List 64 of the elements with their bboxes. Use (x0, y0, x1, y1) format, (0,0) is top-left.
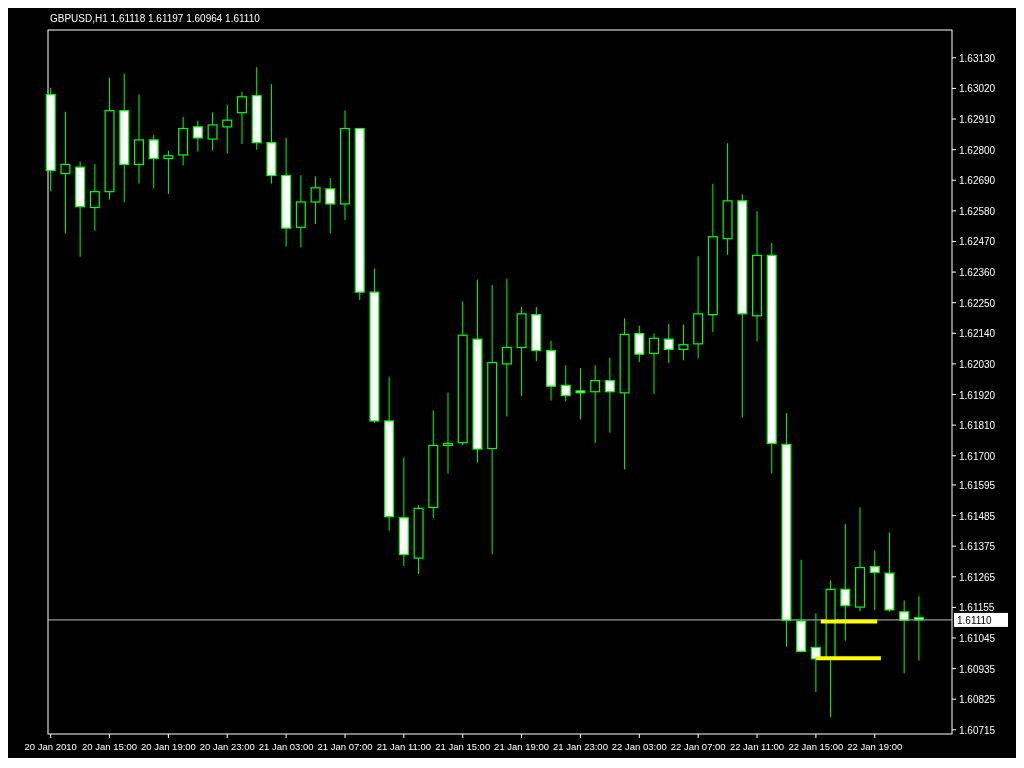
candlestick (560, 364, 571, 402)
y-tick-label: 1.61265 (959, 571, 996, 583)
y-tick-label: 1.63020 (959, 83, 996, 95)
y-tick-label: 1.61595 (959, 479, 996, 491)
x-tick-label: 22 Jan 11:00 (729, 741, 785, 752)
y-tick-label: 1.62250 (959, 297, 996, 309)
x-tick-label: 20 Jan 19:00 (140, 741, 196, 752)
x-tick-label: 21 Jan 23:00 (552, 741, 608, 752)
y-tick-label: 1.60825 (959, 694, 996, 706)
x-tick-label: 20 Jan 15:00 (82, 741, 138, 752)
candlestick (207, 111, 218, 151)
candlestick (89, 163, 100, 232)
y-tick-label: 1.61810 (959, 420, 996, 432)
candlestick (590, 364, 601, 444)
candlestick (913, 595, 924, 662)
y-tick-label: 1.61045 (959, 633, 996, 644)
candlestick (840, 523, 851, 642)
x-tick-label: 22 Jan 15:00 (788, 741, 844, 752)
y-tick-label: 1.62030 (959, 358, 996, 370)
y-tick-label: 1.61155 (959, 602, 995, 614)
y-tick-label: 1.62360 (959, 267, 996, 279)
x-tick-label: 22 Jan 03:00 (611, 741, 667, 752)
x-tick-label: 21 Jan 03:00 (258, 741, 314, 752)
y-tick-label: 1.62470 (959, 236, 996, 248)
candlestick (663, 323, 674, 364)
y-tick-label: 1.62580 (959, 205, 996, 217)
candlestick (869, 549, 880, 611)
y-tick-label: 1.62800 (959, 144, 996, 156)
candlestick (899, 599, 910, 674)
y-tick-label: 1.62910 (959, 114, 996, 126)
candlestick (442, 392, 454, 475)
ref-line-label: 1.61110 (957, 614, 993, 626)
y-tick-label: 1.61700 (959, 450, 996, 462)
x-tick-label: 22 Jan 07:00 (670, 741, 726, 752)
candlestick (604, 357, 615, 434)
candlestick (575, 367, 586, 421)
y-tick-label: 1.62690 (959, 175, 996, 187)
candlestick (60, 111, 71, 234)
x-tick-label: 21 Jan 11:00 (376, 741, 431, 752)
candlestick (649, 332, 660, 395)
candlestick (236, 91, 248, 145)
candlestick (325, 177, 336, 234)
y-tick-label: 1.62140 (959, 328, 996, 340)
candlestick (634, 325, 645, 363)
y-tick-label: 1.60935 (959, 663, 996, 675)
candlestick (163, 150, 174, 195)
x-tick-label: 22 Jan 19:00 (847, 741, 903, 752)
y-tick-label: 1.61920 (959, 389, 996, 401)
candlestick (678, 324, 689, 361)
candlestick (192, 120, 203, 153)
candlestick (222, 104, 233, 155)
y-tick-label: 1.61375 (959, 541, 996, 553)
y-tick-label: 1.61485 (959, 510, 996, 522)
x-tick-label: 20 Jan 23:00 (199, 741, 255, 752)
x-tick-label: 21 Jan 15:00 (435, 741, 491, 752)
x-tick-label: 20 Jan 2010 (24, 741, 77, 752)
candlestick (310, 175, 321, 225)
chart-title: GBPUSD,H1 1.61118 1.61197 1.60964 1.61110 (50, 13, 261, 24)
candlestick (148, 134, 159, 189)
candlestick (501, 278, 512, 417)
x-tick-label: 21 Jan 07:00 (317, 741, 373, 752)
x-tick-label: 21 Jan 19:00 (494, 741, 550, 752)
y-tick-label: 1.63130 (959, 52, 996, 64)
y-tick-label: 1.60715 (959, 724, 996, 736)
